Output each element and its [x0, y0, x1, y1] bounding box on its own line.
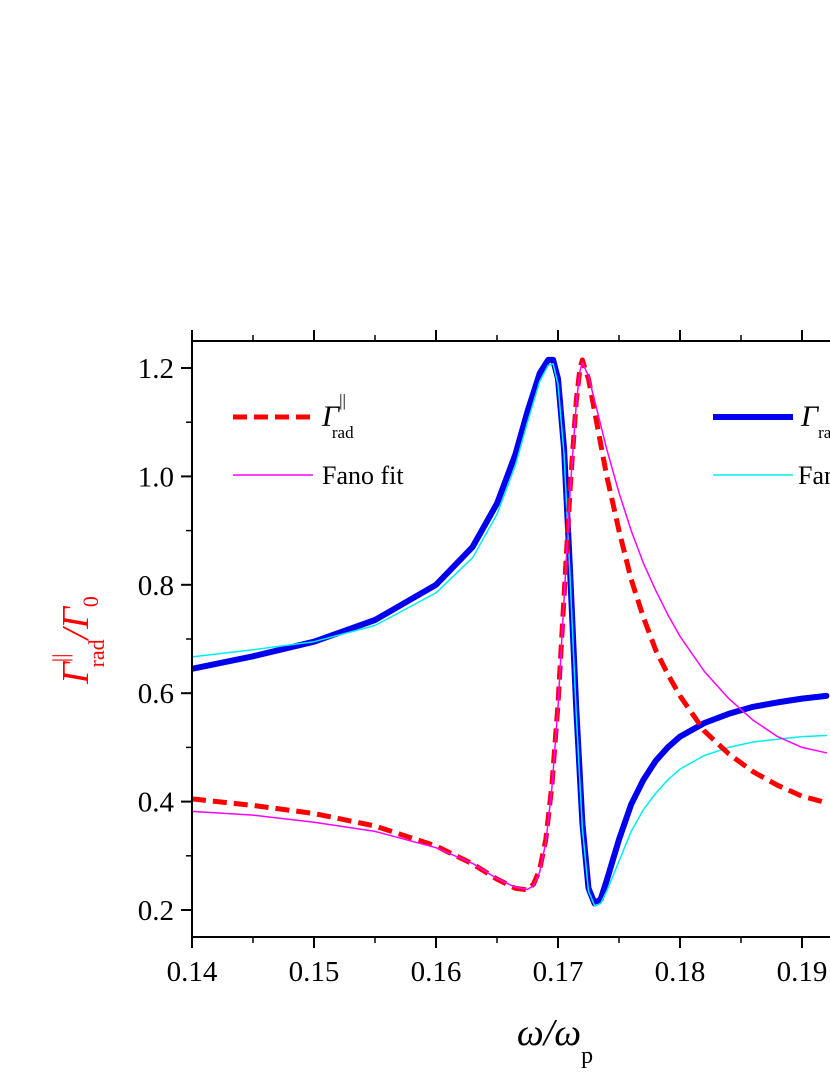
series-line-magenta — [192, 361, 828, 891]
x-tick-label: 0.14 — [167, 956, 218, 988]
legend-label-cyan: Fan — [798, 461, 830, 490]
x-tick-label: 0.17 — [533, 956, 584, 988]
series-layer — [192, 356, 830, 907]
series-line-blue-thick — [192, 356, 830, 907]
series-line-red-dashed — [192, 357, 828, 893]
y-axis-label: Γ|| rad/Γ0 — [48, 596, 109, 685]
legend-label-red-dashed: Γ|| rad — [321, 391, 354, 442]
ticks-layer: 0.14 0.15 0.16 0.17 0.18 0.19 0.2 0.4 0.6 0.8 1.0 1… — [138, 330, 828, 988]
legend-label-magenta: Fano fit — [322, 461, 404, 490]
x-tick-label: 0.19 — [777, 956, 828, 988]
y-tick-label: 1.0 — [138, 461, 174, 493]
y-tick-label: 0.6 — [138, 678, 174, 710]
y-tick-label: 0.4 — [138, 787, 175, 819]
legend-left: Γ|| rad Fano fit — [233, 391, 404, 490]
y-tick-label: 0.2 — [138, 895, 174, 927]
x-tick-label: 0.15 — [289, 956, 340, 988]
legend-label-blue-thick: Γra — [800, 400, 830, 442]
x-tick-label: 0.18 — [655, 956, 706, 988]
x-tick-label: 0.16 — [411, 956, 462, 988]
y-tick-label: 0.8 — [138, 570, 174, 602]
series-line-cyan — [192, 362, 828, 907]
y-tick-label: 1.2 — [138, 353, 174, 385]
x-axis-label: ω/ωp — [517, 1012, 593, 1069]
legend-right: Γra Fan — [713, 400, 830, 490]
